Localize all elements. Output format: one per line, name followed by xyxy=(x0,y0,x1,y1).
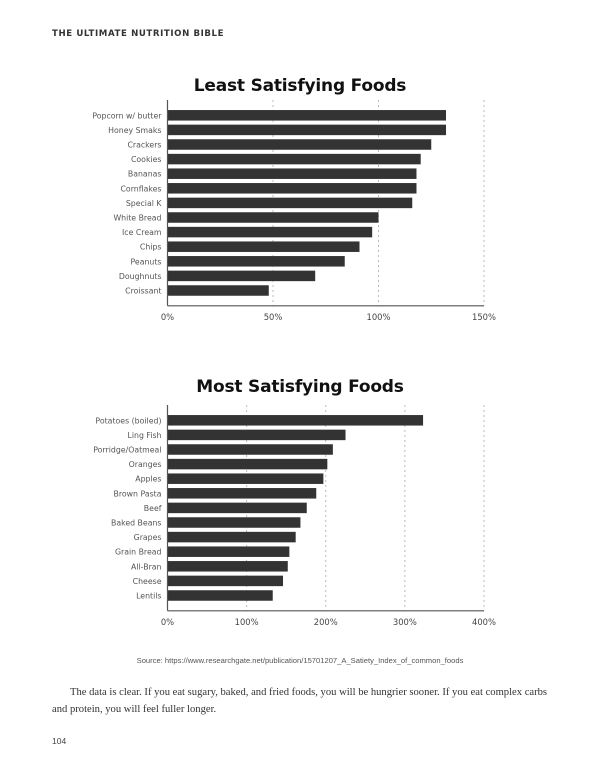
category-label: Cheese xyxy=(133,577,162,586)
bar xyxy=(167,270,316,282)
chart-title-most-satisfying: Most Satisfying Foods xyxy=(196,377,404,397)
bar xyxy=(167,415,424,426)
category-label: Brown Pasta xyxy=(114,489,162,498)
category-label: Ling Fish xyxy=(128,431,162,440)
category-label: Ice Cream xyxy=(122,228,162,237)
category-label: Porridge/Oatmeal xyxy=(93,446,161,455)
bar xyxy=(167,183,417,194)
category-label: Apples xyxy=(135,475,161,484)
category-label: Oranges xyxy=(129,460,162,469)
most-satisfying-chart: Potatoes (boiled) Ling Fish Porridge/Oatme… xyxy=(93,405,496,627)
category-label: Peanuts xyxy=(130,257,161,266)
bar xyxy=(167,502,307,514)
category-label: Special K xyxy=(126,199,163,208)
bar xyxy=(167,531,296,543)
bar xyxy=(167,473,324,484)
category-label: Popcorn w/ butter xyxy=(92,111,162,120)
bar xyxy=(167,168,417,179)
source-citation: Source: https://www.researchgate.net/pub… xyxy=(136,656,464,665)
bar xyxy=(167,110,447,121)
bar xyxy=(167,517,301,528)
category-label: Bananas xyxy=(128,170,162,179)
bar xyxy=(167,429,346,441)
bar xyxy=(167,241,360,252)
category-label: All-Bran xyxy=(131,562,162,571)
page-number: 104 xyxy=(52,736,67,746)
x-tick-label: 400% xyxy=(472,617,496,627)
bar xyxy=(167,590,273,601)
category-label: Lentils xyxy=(136,592,161,601)
bar xyxy=(167,561,288,572)
x-tick-label: 100% xyxy=(367,312,391,322)
category-label: Potatoes (boiled) xyxy=(95,416,161,425)
x-tick-label: 0% xyxy=(161,312,174,322)
bar xyxy=(167,546,290,557)
category-label: Grain Bread xyxy=(115,548,162,557)
least-satisfying-chart: Popcorn w/ butter Honey Smaks Crackers Cook… xyxy=(92,100,496,322)
bar xyxy=(167,458,328,470)
bar xyxy=(167,256,345,267)
bar xyxy=(167,575,284,587)
bar xyxy=(167,226,373,238)
bar xyxy=(167,444,333,455)
bar xyxy=(167,139,432,150)
x-tick-label: 0% xyxy=(161,617,174,627)
x-tick-label: 50% xyxy=(264,312,283,322)
category-label: Baked Beans xyxy=(111,519,162,528)
body-paragraph: The data is clear. If you eat sugary, ba… xyxy=(52,687,548,715)
bar xyxy=(167,197,413,209)
x-tick-label: 300% xyxy=(393,617,417,627)
category-label: Chips xyxy=(140,243,162,252)
category-label: Cookies xyxy=(131,155,162,164)
category-label: Croissant xyxy=(125,287,161,296)
x-tick-label: 100% xyxy=(235,617,259,627)
x-tick-label: 150% xyxy=(472,312,496,322)
bar xyxy=(167,285,269,296)
category-label: Doughnuts xyxy=(119,272,162,281)
bar xyxy=(167,153,421,165)
category-label: Honey Smaks xyxy=(108,126,161,135)
bar xyxy=(167,212,379,223)
bar xyxy=(167,124,447,136)
category-label: White Bread xyxy=(113,214,161,223)
bar xyxy=(167,488,317,499)
category-label: Crackers xyxy=(127,141,161,150)
running-head: THE ULTIMATE NUTRITION BIBLE xyxy=(52,29,225,39)
category-label: Beef xyxy=(144,504,162,513)
chart-title-least-satisfying: Least Satisfying Foods xyxy=(193,76,407,96)
category-label: Cornflakes xyxy=(120,184,161,193)
category-label: Grapes xyxy=(134,533,162,542)
x-tick-label: 200% xyxy=(314,617,338,627)
